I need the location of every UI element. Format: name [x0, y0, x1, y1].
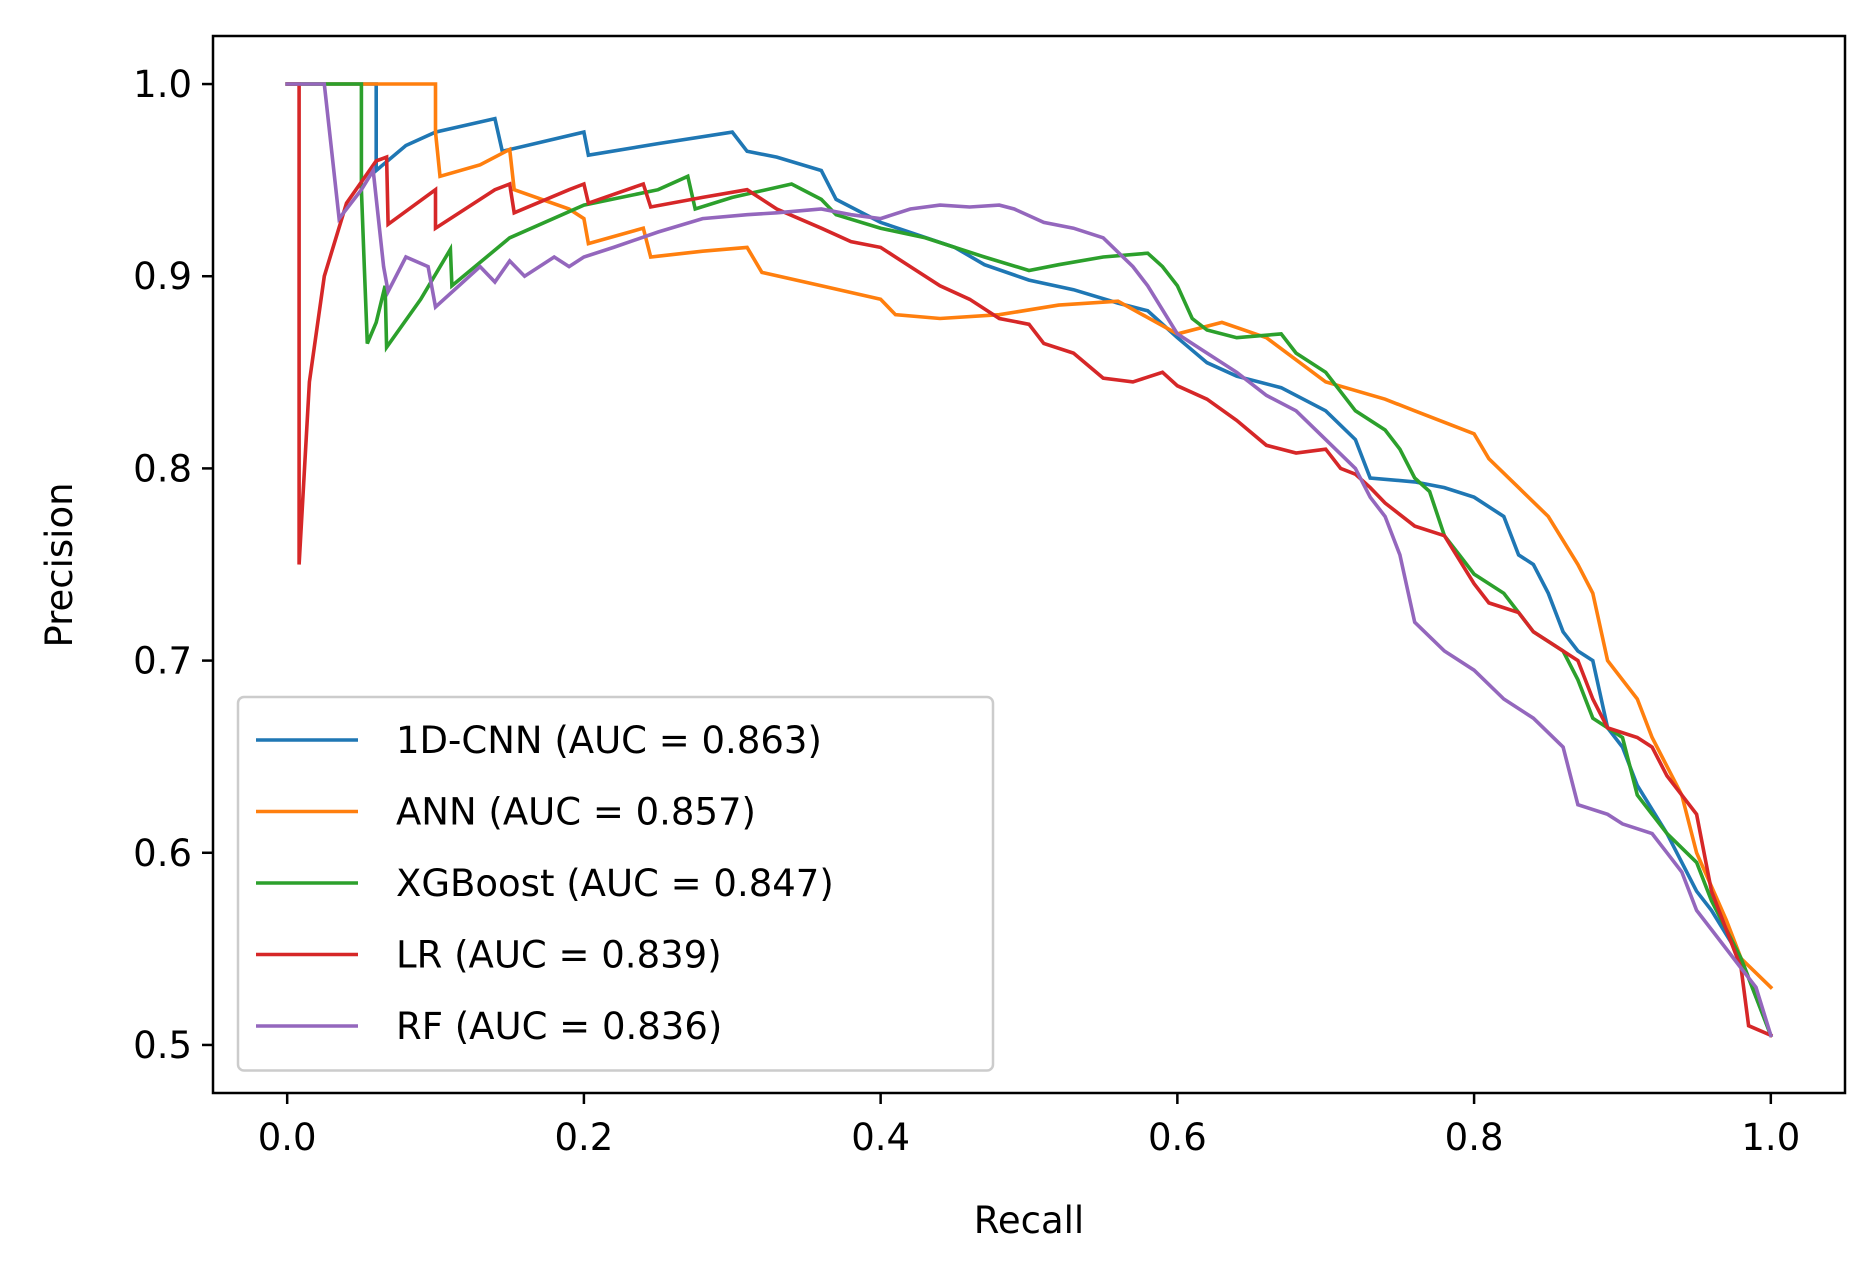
series-layer [285, 82, 1774, 1038]
x-tick-label: 0.2 [554, 1116, 613, 1159]
y-axis-title: Precision [38, 482, 81, 647]
x-tick-label: 1.0 [1741, 1116, 1800, 1159]
series-line-4 [285, 82, 1774, 1038]
legend-label-2: XGBoost (AUC = 0.847) [396, 862, 834, 905]
x-axis: 0.0 0.2 0.4 0.6 0.8 1.0 [258, 1093, 1800, 1159]
legend-label-3: LR (AUC = 0.839) [396, 934, 722, 977]
x-tick-label: 0.4 [851, 1116, 910, 1159]
series-line-2 [285, 82, 1774, 1038]
y-tick-label: 1.0 [133, 63, 192, 106]
y-tick-label: 0.6 [133, 832, 192, 875]
legend-label-1: ANN (AUC = 0.857) [396, 791, 756, 834]
legend-label-0: 1D-CNN (AUC = 0.863) [396, 719, 822, 762]
y-tick-label: 0.5 [133, 1024, 192, 1067]
x-tick-label: 0.0 [258, 1116, 317, 1159]
legend: 1D-CNN (AUC = 0.863) ANN (AUC = 0.857) XGB… [236, 695, 995, 1072]
plot-frame [211, 34, 1847, 1095]
x-axis-title: Recall [974, 1199, 1084, 1242]
y-tick-label: 0.7 [133, 640, 192, 683]
x-tick-label: 0.8 [1445, 1116, 1504, 1159]
legend-label-4: RF (AUC = 0.836) [396, 1005, 722, 1048]
x-tick-label: 0.6 [1148, 1116, 1207, 1159]
y-tick-label: 0.8 [133, 447, 192, 490]
series-line-1 [285, 82, 1774, 990]
series-line-3 [285, 82, 1774, 1038]
y-tick-label: 0.9 [133, 255, 192, 298]
y-axis: 0.5 0.6 0.7 0.8 0.9 1.0 [133, 63, 213, 1067]
legend-box [236, 695, 995, 1072]
series-line-0 [285, 82, 1774, 1038]
